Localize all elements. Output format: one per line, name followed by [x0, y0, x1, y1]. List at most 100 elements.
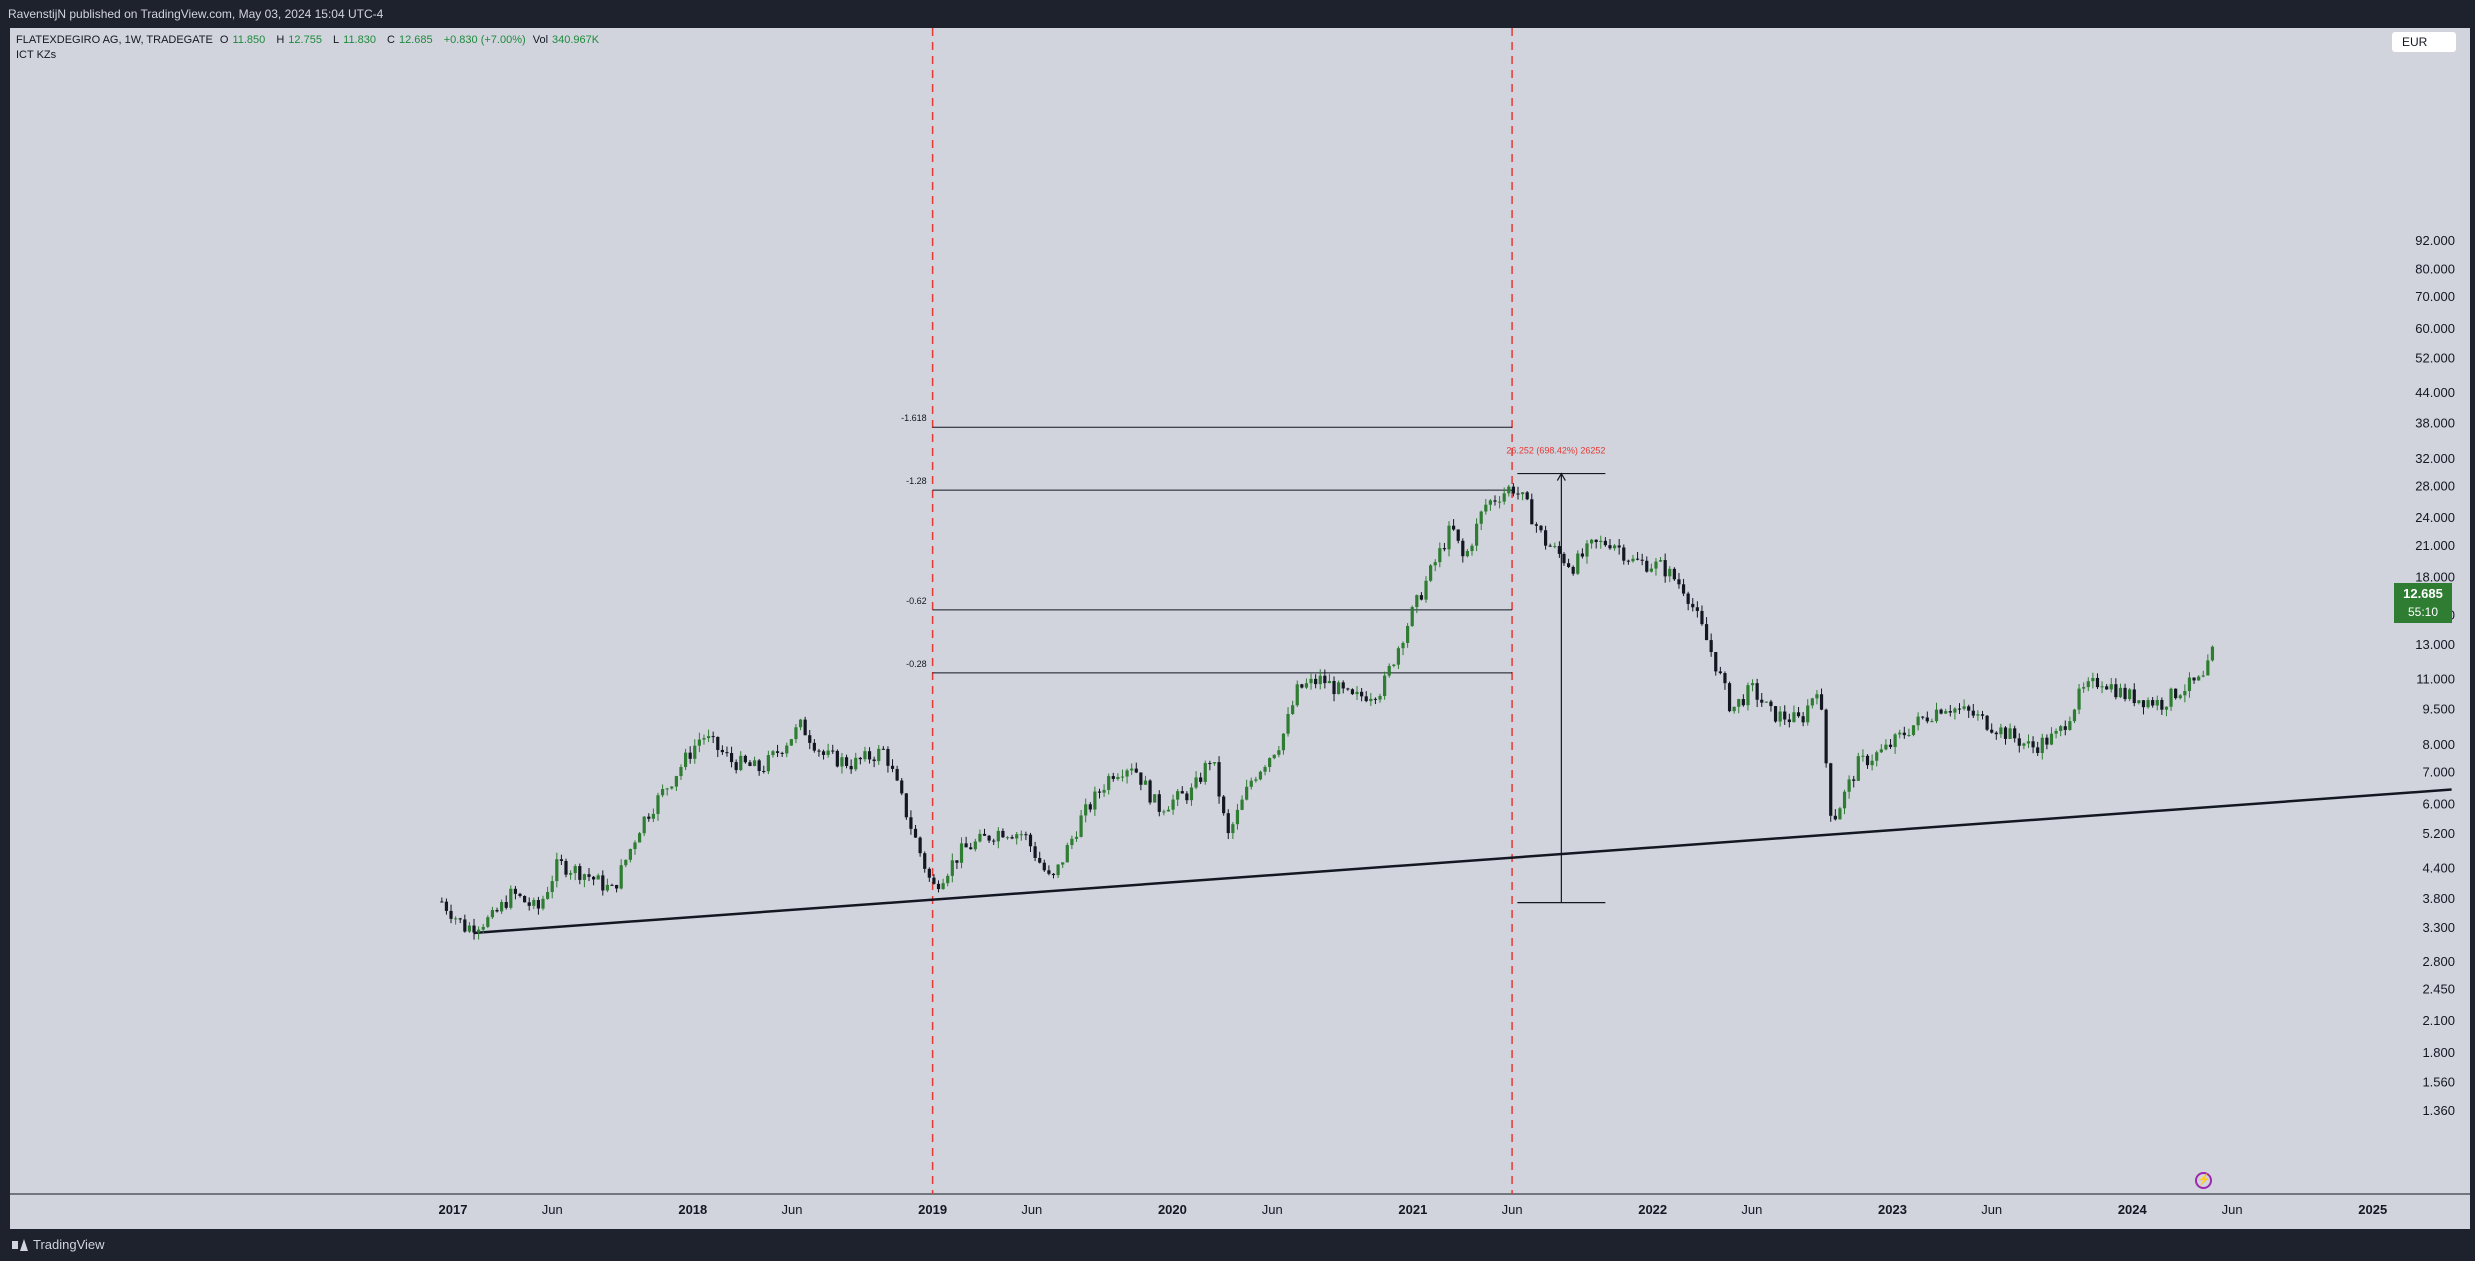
candle-body: [996, 830, 1000, 842]
y-tick-label: 18.000: [2415, 570, 2455, 585]
y-tick-label: 2.450: [2422, 981, 2455, 996]
candle-body: [1677, 579, 1681, 585]
candle-body: [2086, 681, 2090, 688]
candle-body: [1309, 678, 1313, 684]
indicator-name[interactable]: ICT KZs: [16, 49, 57, 61]
candle-body: [2022, 743, 2026, 746]
candle-body: [481, 926, 485, 930]
candle-body: [1024, 834, 1028, 836]
candle-body: [1769, 701, 1773, 707]
candle-body: [1755, 683, 1759, 700]
candle-body: [835, 750, 839, 767]
candle-body: [927, 868, 931, 878]
currency-button[interactable]: EUR: [2392, 32, 2456, 52]
tradingview-icon: [12, 1238, 28, 1251]
candle-body: [1737, 699, 1741, 707]
candle-body: [1842, 791, 1847, 809]
candle-body: [936, 883, 941, 890]
candle-body: [1323, 675, 1327, 684]
candle-body: [605, 884, 609, 891]
x-tick-label: Jun: [2222, 1202, 2243, 1217]
candle-body: [1392, 664, 1396, 666]
y-tick-label: 32.000: [2415, 451, 2455, 466]
candle-body: [2059, 726, 2063, 731]
candle-body: [789, 739, 793, 746]
candle-body: [2201, 675, 2205, 677]
candle-body: [1001, 830, 1005, 838]
candle-body: [1484, 504, 1488, 512]
candle-body: [849, 765, 853, 770]
candle-body: [1511, 486, 1515, 494]
candle-body: [1985, 715, 1989, 730]
candle-body: [2137, 700, 2141, 704]
candle-body: [1429, 565, 1433, 581]
candle-body: [555, 859, 559, 882]
candle-body: [2178, 695, 2182, 699]
candle-body: [1245, 786, 1249, 800]
candle-body: [1907, 735, 1911, 737]
candle-body: [1999, 727, 2003, 735]
candle-body: [495, 910, 499, 912]
candle-body: [2026, 741, 2031, 744]
candle-body: [1212, 762, 1217, 764]
candle-body: [1783, 711, 1787, 720]
candle-body: [959, 843, 964, 863]
volume-label: Vol: [532, 34, 549, 46]
candle-body: [2155, 699, 2159, 706]
candle-body: [2068, 721, 2072, 730]
y-tick-label: 7.000: [2422, 765, 2455, 780]
candle-body: [1433, 562, 1437, 566]
candle-body: [1525, 492, 1529, 500]
high-label: H: [276, 34, 285, 46]
candle-body: [973, 841, 977, 850]
candle-body: [541, 898, 545, 909]
candle-body: [1130, 768, 1134, 771]
candle-body: [702, 738, 706, 740]
candle-body: [523, 895, 527, 903]
candle-body: [1208, 763, 1212, 765]
lightning-icon[interactable]: ⚡: [2195, 1172, 2212, 1189]
candle-body: [1079, 815, 1083, 837]
y-tick-label: 38.000: [2415, 415, 2455, 430]
last-price: 12.685: [2403, 586, 2443, 601]
candle-body: [1796, 712, 1801, 717]
price-chart[interactable]: 92.000 80.000 70.000 60.000 52.000 44.000 38.0…: [10, 28, 2470, 1229]
candle-body: [2183, 691, 2187, 696]
candle-body: [1980, 714, 1985, 716]
low-value: 11.830: [343, 34, 376, 46]
candle-body: [564, 860, 568, 875]
candle-body: [1470, 545, 1474, 552]
symbol-name[interactable]: FLATEXDEGIRO AG, 1W, TRADEGATE: [16, 34, 213, 46]
candle-body: [2036, 747, 2040, 753]
top-bar: RavenstijN published on TradingView.com,…: [0, 0, 2475, 28]
candle-body: [679, 767, 683, 777]
candle-body: [670, 786, 674, 789]
candle-body: [1833, 815, 1837, 820]
candle-body: [477, 929, 481, 933]
candle-body: [2197, 676, 2201, 681]
publisher-info: RavenstijN published on TradingView.com,…: [8, 7, 384, 21]
candle-body: [978, 833, 982, 842]
candle-body: [1097, 791, 1102, 793]
candle-body: [500, 902, 504, 912]
candle-body: [1346, 688, 1350, 690]
candle-body: [1704, 624, 1709, 641]
candle-body: [1530, 499, 1534, 525]
candle-body: [693, 745, 697, 759]
candle-body: [1102, 789, 1106, 793]
candle-body: [633, 842, 637, 850]
candle-body: [674, 776, 678, 787]
candle-body: [1051, 873, 1056, 876]
candle-body: [1700, 610, 1704, 625]
candle-body: [504, 902, 508, 908]
candle-body: [610, 884, 614, 886]
candle-body: [1194, 777, 1198, 788]
candle-body: [1047, 870, 1051, 874]
candle-body: [1902, 732, 1906, 736]
candle-body: [1760, 699, 1764, 703]
candle-body: [992, 840, 996, 842]
chart-area[interactable]: 92.000 80.000 70.000 60.000 52.000 44.000 38.0…: [10, 28, 2470, 1229]
candle-body: [1645, 560, 1649, 572]
tradingview-logo[interactable]: TradingView: [12, 1237, 105, 1252]
candle-body: [688, 752, 692, 759]
